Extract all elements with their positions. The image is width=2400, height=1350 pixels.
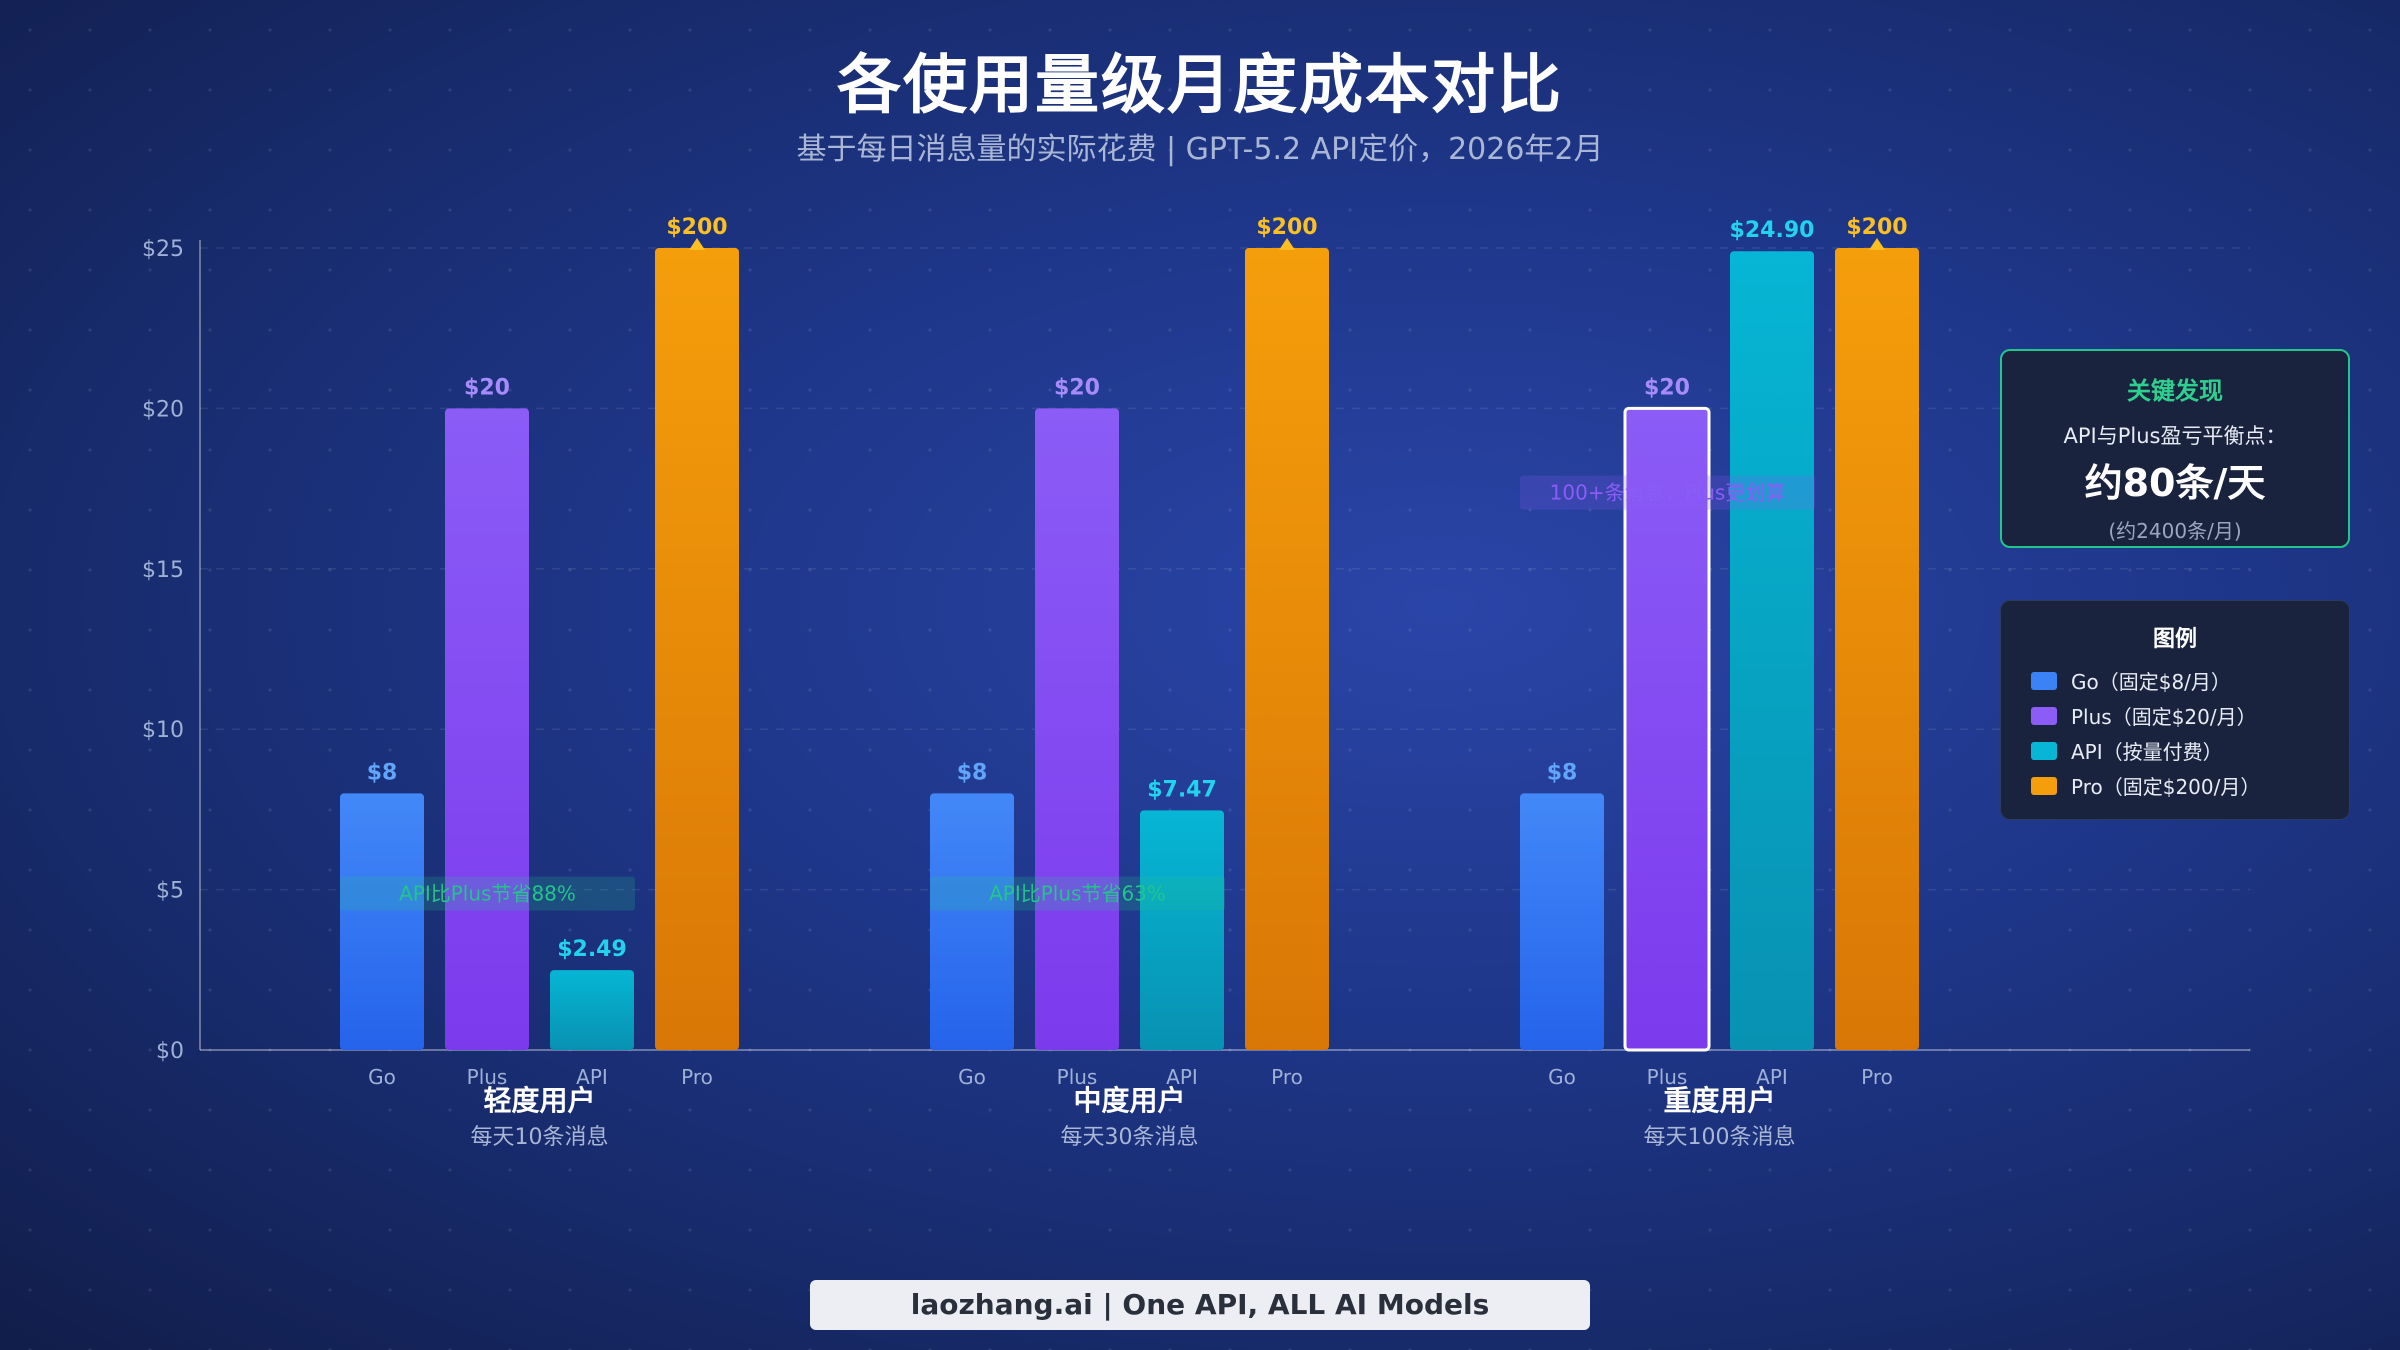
- bar-plus-group2: [1035, 408, 1119, 1050]
- x-tick-label: API: [1166, 1065, 1198, 1089]
- annotation-box: [340, 876, 635, 911]
- annotation-box: [1520, 475, 1815, 510]
- group-label: 中度用户: [1073, 1084, 1185, 1117]
- annotation-box: [930, 876, 1225, 911]
- bar-value-label: $8: [367, 760, 398, 785]
- bar-value-label: $8: [957, 760, 988, 785]
- legend: 图例 Go（固定$8/月） Plus（固定$20/月） API（按量付费） Pr…: [2000, 600, 2350, 820]
- y-tick-label: $0: [156, 1039, 184, 1064]
- legend-title: 图例: [2152, 627, 2197, 652]
- annotation-label: 100+条消息，Plus更划算: [1550, 481, 1786, 505]
- bar-go-group1: [340, 793, 424, 1050]
- group-sublabel: 每天100条消息: [1644, 1125, 1796, 1150]
- legend-label-go: Go（固定$8/月）: [2071, 670, 2231, 694]
- bar-value-label: $2.49: [557, 937, 627, 962]
- chart-title: 各使用量级月度成本对比: [837, 49, 1563, 123]
- y-tick-label: $10: [142, 718, 184, 743]
- x-tick-label: API: [1756, 1065, 1788, 1089]
- x-tick-label: Go: [368, 1065, 396, 1089]
- bar-pro-group3: [1835, 248, 1919, 1050]
- bar-value-label: $20: [1054, 375, 1100, 400]
- bar-value-label: $7.47: [1147, 777, 1217, 802]
- bar-api-group1: [550, 970, 634, 1050]
- annotation-label: API比Plus节省88%: [399, 882, 576, 906]
- footer-banner: laozhang.ai | One API, ALL AI Models: [810, 1280, 1590, 1330]
- x-tick-label: Pro: [681, 1065, 713, 1089]
- legend-item-go: Go（固定$8/月）: [2031, 663, 2349, 698]
- bar-api-group2: [1140, 810, 1224, 1050]
- key-finding-note: (约2400条/月): [2108, 519, 2242, 543]
- key-finding-value: 约80条/天: [2084, 461, 2266, 505]
- group-sublabel: 每天30条消息: [1061, 1125, 1199, 1150]
- x-tick-label: Plus: [1647, 1065, 1688, 1089]
- legend-swatch-pro: [2031, 776, 2057, 795]
- x-tick-label: Plus: [467, 1065, 508, 1089]
- bar-value-label: $200: [666, 215, 727, 240]
- bar-clip-marker: [689, 238, 705, 250]
- legend-swatch-go: [2031, 671, 2057, 690]
- group-sublabel: 每天10条消息: [471, 1125, 609, 1150]
- bar-value-label: $8: [1547, 760, 1578, 785]
- y-tick-label: $5: [156, 879, 184, 904]
- legend-swatch-plus: [2031, 706, 2057, 725]
- key-finding-title: 关键发现: [2127, 377, 2223, 405]
- legend-label-pro: Pro（固定$200/月）: [2071, 775, 2261, 799]
- x-tick-label: API: [576, 1065, 608, 1089]
- bar-go-group2: [930, 793, 1014, 1050]
- annotation-label: API比Plus节省63%: [989, 882, 1166, 906]
- x-tick-label: Pro: [1271, 1065, 1303, 1089]
- legend-item-pro: Pro（固定$200/月）: [2031, 768, 2349, 803]
- x-tick-label: Pro: [1861, 1065, 1893, 1089]
- x-tick-label: Plus: [1057, 1065, 1098, 1089]
- bar-value-label: $20: [464, 375, 510, 400]
- bar-plus-group1: [445, 408, 529, 1050]
- chart-subtitle: 基于每日消息量的实际花费 | GPT-5.2 API定价，2026年2月: [796, 132, 1604, 167]
- group-label: 轻度用户: [483, 1084, 595, 1117]
- bar-clip-marker: [1279, 238, 1295, 250]
- legend-item-plus: Plus（固定$20/月）: [2031, 698, 2349, 733]
- x-tick-label: Go: [1548, 1065, 1576, 1089]
- cost-bar-chart: $0 $5 $10 $15 $20 $25 $8 Go $20 Plus $2.49 API $200 P…: [142, 215, 1919, 1150]
- legend-label-api: API（按量付费）: [2071, 740, 2223, 764]
- bar-value-label: $24.90: [1730, 218, 1815, 243]
- legend-swatch-api: [2031, 741, 2057, 760]
- y-tick-label: $25: [142, 237, 184, 262]
- y-tick-label: $15: [142, 558, 184, 583]
- bar-pro-group2: [1245, 248, 1329, 1050]
- bar-value-label: $200: [1256, 215, 1317, 240]
- key-finding-line: API与Plus盈亏平衡点：: [2063, 424, 2287, 448]
- group-label: 重度用户: [1663, 1084, 1775, 1117]
- y-tick-label: $20: [142, 397, 184, 422]
- bar-value-label: $20: [1644, 375, 1690, 400]
- bar-pro-group1: [655, 248, 739, 1050]
- bar-api-group3: [1730, 251, 1814, 1050]
- bar-go-group3: [1520, 793, 1604, 1050]
- bar-plus-group3: [1623, 406, 1711, 1052]
- x-tick-label: Go: [958, 1065, 986, 1089]
- legend-label-plus: Plus（固定$20/月）: [2071, 705, 2257, 729]
- bar-clip-marker: [1869, 238, 1885, 250]
- bar-value-label: $200: [1846, 215, 1907, 240]
- legend-item-api: API（按量付费）: [2031, 733, 2349, 768]
- key-finding-box: 关键发现 API与Plus盈亏平衡点： 约80条/天 (约2400条/月): [2000, 349, 2350, 548]
